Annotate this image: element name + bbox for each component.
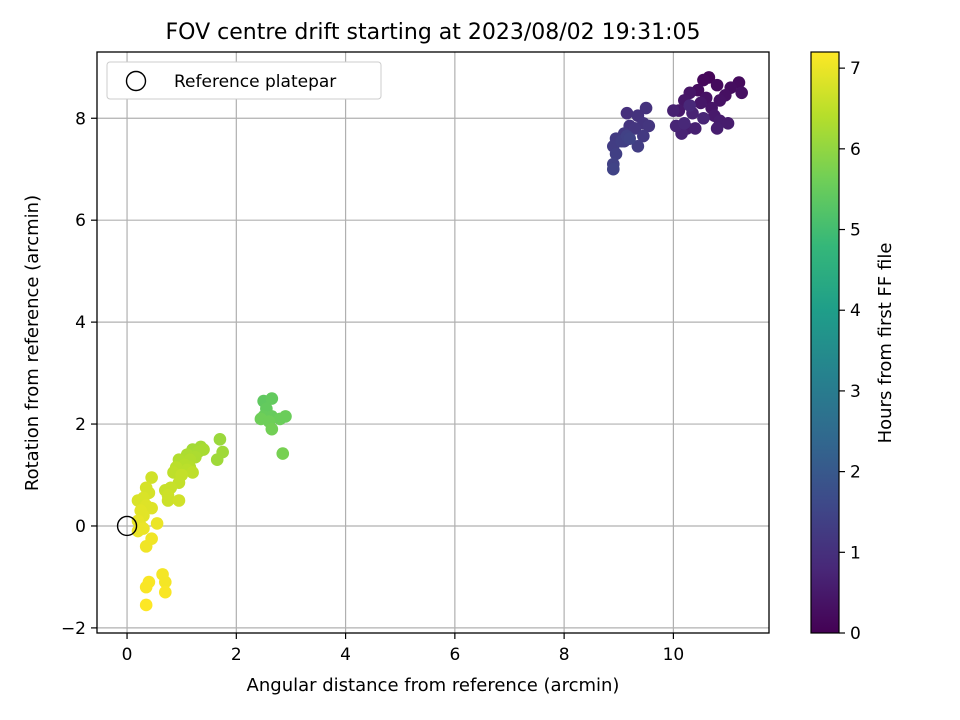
- chart-title: FOV centre drift starting at 2023/08/02 …: [166, 20, 701, 45]
- data-point: [710, 78, 724, 92]
- data-point: [642, 119, 656, 133]
- colorbar-tick-label: 5: [850, 221, 861, 241]
- data-point: [186, 466, 199, 479]
- legend-box: [106, 61, 382, 100]
- data-point: [197, 443, 210, 456]
- data-point: [667, 104, 680, 117]
- legend: Reference platepar: [106, 61, 382, 100]
- x-tick-label: 10: [663, 645, 685, 665]
- data-point: [637, 129, 650, 143]
- data-point: [697, 73, 710, 87]
- data-point: [213, 433, 227, 446]
- data-point: [713, 94, 727, 107]
- data-point: [697, 111, 710, 125]
- data-point: [150, 517, 164, 530]
- colorbar-tick-label: 7: [850, 59, 861, 79]
- data-point: [265, 422, 279, 436]
- data-point: [145, 471, 158, 484]
- y-tick-label: 4: [75, 313, 86, 333]
- y-tick-label: 0: [75, 517, 86, 537]
- data-point: [710, 122, 724, 135]
- x-tick-label: 2: [231, 645, 242, 665]
- data-point: [279, 410, 292, 423]
- data-point: [139, 540, 153, 553]
- x-tick-label: 8: [559, 645, 570, 665]
- colorbar-tick-label: 4: [850, 301, 861, 321]
- colorbar-tick-label: 0: [850, 624, 861, 644]
- x-tick-label: 4: [340, 645, 351, 665]
- grid: [97, 52, 769, 633]
- data-point: [623, 132, 636, 145]
- y-tick-label: 8: [75, 109, 86, 129]
- data-point: [721, 117, 735, 130]
- data-point: [172, 494, 186, 507]
- data-point: [628, 122, 642, 135]
- y-axis-label: Rotation from reference (arcmin): [22, 195, 43, 491]
- data-point: [609, 147, 623, 161]
- x-axis-label: Angular distance from reference (arcmin): [247, 675, 620, 696]
- data-point: [276, 447, 290, 460]
- data-point: [694, 96, 708, 110]
- data-point: [678, 117, 691, 130]
- reference-marker-group: [116, 515, 138, 537]
- x-axis: 0 2 4 6 8 10: [122, 633, 685, 665]
- y-tick-label: 2: [75, 415, 86, 435]
- y-tick-label: 6: [75, 211, 86, 231]
- data-point: [210, 453, 224, 467]
- y-axis: −2 0 2 4 6 8: [61, 109, 97, 639]
- data-point: [158, 575, 172, 589]
- data-point: [639, 101, 653, 115]
- data-point: [139, 580, 153, 594]
- data-point: [735, 86, 748, 100]
- data-points: [131, 71, 748, 612]
- colorbar-gradient: [810, 51, 840, 634]
- colorbar-ticks: 0 1 2 3 4 5 6 7: [839, 59, 861, 644]
- colorbar-tick-label: 1: [850, 543, 861, 563]
- data-point: [620, 106, 634, 120]
- data-point: [688, 122, 702, 135]
- colorbar: 0 1 2 3 4 5 6 7 Hours from first FF file: [810, 51, 896, 644]
- plot-frame: [96, 51, 770, 634]
- colorbar-tick-label: 3: [850, 382, 861, 402]
- colorbar-tick-label: 2: [850, 463, 861, 483]
- reference-platepar-marker: [116, 515, 138, 537]
- x-tick-label: 0: [122, 645, 133, 665]
- data-point: [683, 99, 697, 112]
- data-point: [145, 501, 158, 515]
- data-point: [631, 139, 645, 153]
- x-tick-label: 6: [449, 645, 460, 665]
- data-point: [265, 392, 279, 405]
- colorbar-tick-label: 6: [850, 140, 861, 160]
- data-point: [131, 524, 145, 538]
- data-point: [161, 494, 175, 507]
- y-tick-label: −2: [61, 619, 86, 639]
- legend-reference-marker: [125, 70, 147, 92]
- data-point: [606, 162, 620, 176]
- legend-label: Reference platepar: [174, 72, 336, 92]
- colorbar-label: Hours from first FF file: [875, 243, 896, 444]
- data-point: [158, 585, 172, 599]
- data-point: [139, 598, 153, 612]
